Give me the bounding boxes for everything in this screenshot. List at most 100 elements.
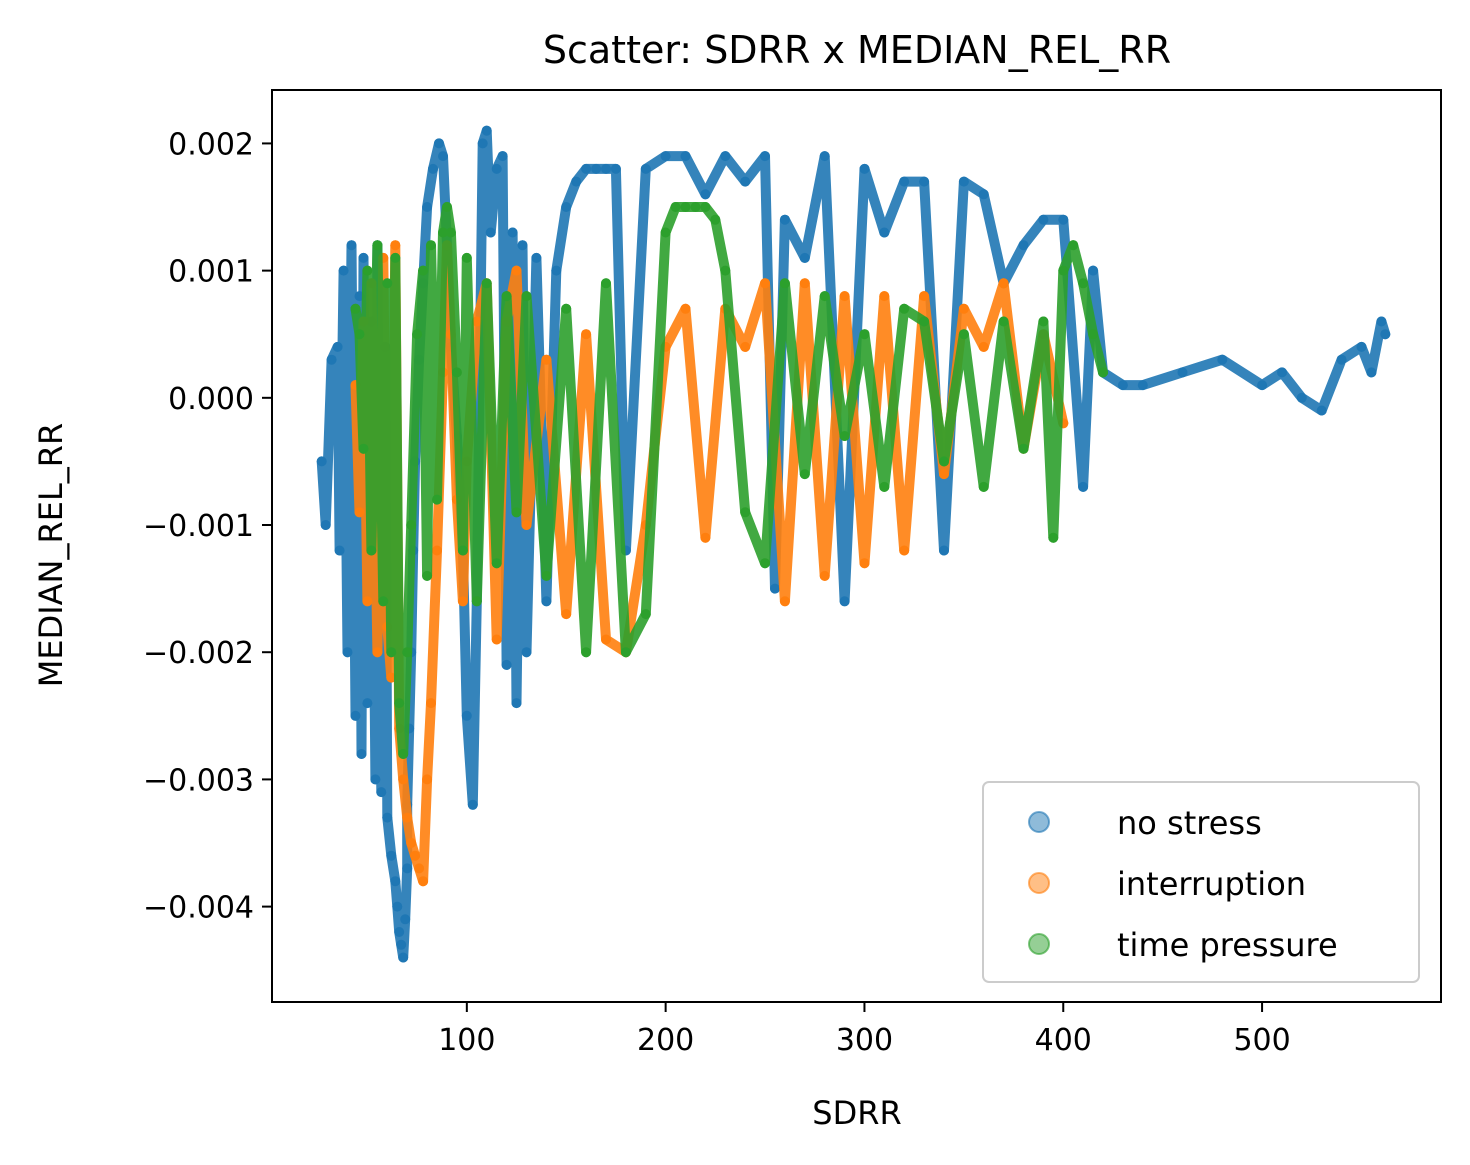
data-point — [561, 202, 572, 212]
data-point — [571, 176, 582, 187]
data-point — [396, 939, 407, 950]
data-point — [710, 214, 721, 225]
data-point — [1316, 405, 1327, 416]
data-point — [760, 278, 770, 289]
data-point — [432, 545, 442, 556]
data-point — [354, 507, 365, 518]
data-point — [1296, 392, 1307, 403]
data-point — [998, 316, 1009, 327]
data-point — [507, 227, 518, 238]
data-point — [445, 227, 456, 238]
data-point — [1376, 316, 1387, 327]
data-point — [541, 354, 552, 365]
data-point — [680, 151, 691, 162]
data-point — [779, 278, 790, 289]
data-point — [1058, 265, 1069, 276]
data-point — [432, 494, 442, 505]
data-point — [1137, 380, 1148, 391]
data-point — [320, 520, 331, 530]
series-time-pressure — [350, 202, 1108, 759]
data-point — [1068, 240, 1079, 251]
data-point — [958, 329, 969, 340]
data-point — [392, 901, 403, 912]
data-point — [700, 202, 711, 212]
data-point — [720, 151, 731, 162]
data-point — [390, 876, 401, 887]
data-point — [939, 469, 949, 480]
data-point — [511, 698, 522, 709]
data-point — [485, 227, 496, 238]
legend-marker — [1028, 811, 1050, 833]
data-point — [521, 291, 532, 302]
data-point — [394, 927, 405, 937]
data-point — [332, 341, 343, 352]
data-point — [760, 151, 770, 162]
data-point — [426, 240, 436, 251]
data-point — [438, 227, 448, 238]
data-point — [919, 291, 930, 302]
series-trace — [350, 202, 1108, 759]
x-axis-label: SDRR — [812, 1094, 901, 1132]
data-point — [362, 596, 373, 607]
data-point — [402, 863, 413, 874]
data-point — [370, 774, 381, 785]
data-point — [477, 138, 488, 149]
data-point — [819, 291, 830, 302]
data-point — [839, 596, 850, 607]
data-point — [402, 812, 413, 823]
x-tick-label: 400 — [1035, 1023, 1092, 1058]
data-point — [1117, 380, 1128, 391]
data-point — [1336, 354, 1347, 365]
data-point — [1177, 367, 1188, 378]
data-point — [438, 151, 448, 162]
data-point — [457, 545, 468, 556]
data-point — [372, 240, 383, 251]
x-axis: 100 200 300 400 500 — [438, 1002, 1291, 1058]
data-point — [839, 431, 850, 441]
data-point — [362, 698, 373, 709]
data-point — [491, 163, 502, 174]
data-point — [1078, 481, 1089, 492]
data-point — [998, 278, 1009, 289]
data-point — [1038, 214, 1049, 225]
data-point — [386, 647, 397, 658]
data-point — [958, 303, 969, 314]
data-point — [398, 774, 409, 785]
data-point — [978, 481, 989, 492]
data-point — [859, 329, 870, 340]
data-point — [660, 151, 671, 162]
legend-label: time pressure — [1117, 926, 1338, 964]
data-point — [451, 367, 462, 378]
data-point — [1366, 367, 1377, 378]
data-point — [541, 596, 552, 607]
data-point — [541, 570, 552, 581]
data-point — [372, 647, 383, 658]
data-point — [740, 507, 751, 518]
data-point — [521, 647, 532, 658]
x-tick-label: 200 — [637, 1023, 694, 1058]
data-point — [581, 163, 592, 174]
legend-label: no stress — [1117, 804, 1262, 842]
data-point — [418, 265, 429, 276]
data-point — [1048, 532, 1059, 543]
data-point — [799, 469, 810, 480]
data-point — [819, 151, 830, 162]
data-point — [471, 316, 482, 327]
data-point — [406, 520, 417, 530]
data-point — [406, 838, 417, 848]
data-point — [501, 291, 512, 302]
data-point — [1058, 214, 1069, 225]
data-point — [418, 876, 429, 887]
data-point — [461, 252, 472, 263]
y-tick-label: −0.002 — [143, 636, 254, 671]
data-point — [338, 265, 349, 276]
data-point — [760, 558, 770, 569]
y-tick-label: −0.004 — [143, 891, 254, 926]
data-point — [481, 278, 492, 289]
data-point — [978, 189, 989, 200]
data-point — [581, 647, 592, 658]
data-point — [859, 558, 870, 569]
data-point — [1088, 265, 1099, 276]
data-point — [1018, 443, 1029, 454]
data-point — [839, 291, 850, 302]
